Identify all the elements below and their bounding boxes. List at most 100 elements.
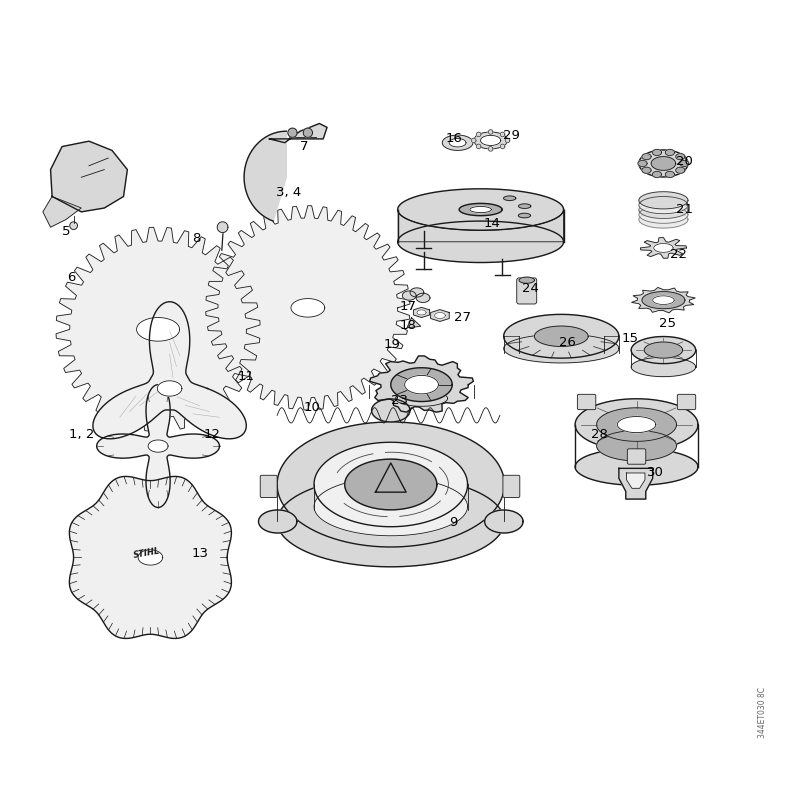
Polygon shape (398, 189, 563, 230)
Text: 1, 2: 1, 2 (69, 428, 94, 441)
Polygon shape (158, 381, 182, 396)
Polygon shape (244, 131, 286, 221)
Polygon shape (676, 154, 685, 160)
Polygon shape (476, 132, 481, 137)
Polygon shape (651, 157, 676, 170)
Polygon shape (470, 206, 491, 213)
Polygon shape (405, 375, 438, 394)
Polygon shape (575, 398, 698, 450)
Polygon shape (639, 150, 688, 177)
Polygon shape (504, 314, 619, 358)
Text: 13: 13 (192, 547, 209, 560)
Polygon shape (485, 510, 523, 533)
Text: 14: 14 (484, 217, 501, 230)
Polygon shape (97, 385, 219, 507)
Text: 10: 10 (303, 401, 320, 414)
Polygon shape (652, 150, 662, 155)
Polygon shape (619, 468, 653, 499)
Polygon shape (277, 476, 505, 567)
Polygon shape (632, 287, 695, 313)
Polygon shape (504, 334, 619, 363)
Polygon shape (277, 422, 505, 547)
Polygon shape (407, 318, 421, 328)
Polygon shape (639, 206, 688, 223)
Polygon shape (534, 326, 588, 346)
Text: 23: 23 (391, 394, 409, 406)
Text: 18: 18 (399, 319, 416, 332)
Polygon shape (218, 222, 228, 233)
Polygon shape (371, 399, 410, 422)
Text: 20: 20 (676, 155, 693, 169)
Polygon shape (626, 473, 645, 488)
Polygon shape (476, 144, 481, 149)
Polygon shape (666, 150, 674, 155)
Polygon shape (414, 307, 430, 318)
Polygon shape (442, 135, 473, 150)
FancyBboxPatch shape (260, 475, 277, 498)
Polygon shape (402, 291, 416, 300)
Polygon shape (518, 214, 530, 218)
Polygon shape (390, 368, 452, 402)
Polygon shape (137, 318, 179, 341)
Polygon shape (398, 221, 563, 262)
FancyBboxPatch shape (503, 475, 520, 498)
Polygon shape (291, 298, 325, 317)
Text: STIHL: STIHL (132, 547, 161, 560)
Polygon shape (680, 160, 689, 166)
Text: 17: 17 (399, 300, 416, 313)
Polygon shape (50, 141, 127, 212)
Polygon shape (70, 222, 78, 230)
Polygon shape (653, 296, 674, 305)
Polygon shape (676, 167, 685, 174)
Polygon shape (642, 291, 685, 309)
Polygon shape (258, 510, 297, 533)
Text: 12: 12 (203, 428, 220, 441)
Polygon shape (642, 154, 651, 160)
Polygon shape (345, 459, 437, 510)
Polygon shape (639, 197, 688, 214)
Polygon shape (288, 128, 297, 138)
Polygon shape (618, 417, 656, 433)
Polygon shape (638, 160, 647, 166)
Polygon shape (449, 138, 466, 147)
Polygon shape (597, 408, 677, 442)
Polygon shape (519, 277, 534, 283)
Text: 25: 25 (658, 317, 676, 330)
Polygon shape (652, 171, 662, 178)
Polygon shape (410, 288, 424, 297)
Polygon shape (654, 243, 673, 252)
Polygon shape (314, 478, 467, 536)
Polygon shape (416, 294, 430, 302)
Polygon shape (434, 313, 446, 318)
Text: 30: 30 (646, 466, 663, 479)
Polygon shape (518, 204, 531, 209)
Polygon shape (506, 138, 510, 142)
Polygon shape (375, 463, 406, 492)
Polygon shape (488, 146, 493, 151)
FancyBboxPatch shape (678, 394, 696, 410)
Text: 8: 8 (192, 232, 201, 246)
Polygon shape (639, 192, 688, 209)
Text: 29: 29 (503, 129, 520, 142)
Polygon shape (70, 477, 231, 638)
Polygon shape (474, 132, 507, 149)
Polygon shape (631, 358, 696, 377)
Polygon shape (488, 130, 493, 134)
Polygon shape (270, 123, 327, 142)
Text: 344ET030 8C: 344ET030 8C (758, 687, 767, 738)
Polygon shape (459, 203, 502, 216)
Polygon shape (93, 302, 246, 439)
Text: 9: 9 (450, 516, 458, 530)
Polygon shape (597, 430, 677, 461)
Polygon shape (395, 390, 448, 406)
Text: 27: 27 (454, 311, 471, 324)
Text: 24: 24 (522, 282, 539, 295)
Polygon shape (500, 144, 505, 149)
Polygon shape (631, 337, 696, 364)
Polygon shape (370, 356, 474, 412)
Text: 11: 11 (238, 370, 255, 383)
Polygon shape (639, 202, 688, 218)
Text: 22: 22 (670, 247, 686, 261)
Text: 19: 19 (384, 338, 401, 351)
Text: 16: 16 (446, 132, 462, 146)
